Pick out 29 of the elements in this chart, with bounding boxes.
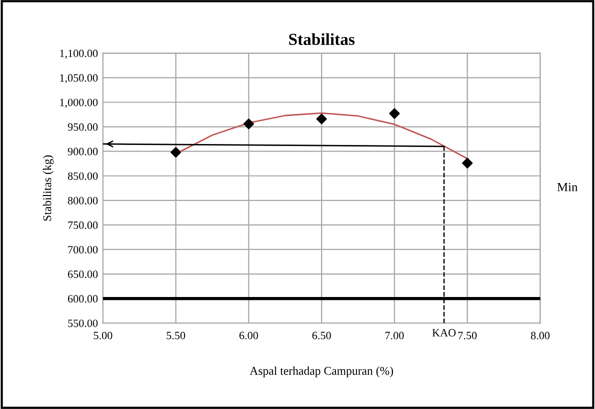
point — [243, 118, 254, 130]
y-tick-label: 1,000.00 — [60, 98, 98, 108]
y-axis-title: Stabilitas (kg) — [42, 155, 54, 221]
chart-title: Stabilitas — [289, 33, 355, 45]
y-tick-label: 750.00 — [68, 221, 98, 229]
y-tick-label: 650.00 — [68, 270, 98, 278]
x-tick-label: 7.00 — [385, 332, 404, 340]
y-tick-label: 950.00 — [68, 123, 98, 131]
x-axis-title: Aspal terhadap Campuran (%) — [250, 366, 394, 378]
annotation: KAO — [432, 329, 456, 336]
y-tick-label: 800.00 — [68, 196, 98, 204]
x-tick-label: 6.00 — [239, 332, 258, 340]
y-tick-label: 850.00 — [68, 172, 98, 180]
y-tick-label: 1,100.00 — [60, 50, 98, 59]
y-tick-label: 700.00 — [68, 246, 98, 254]
y-tick-label: 600.00 — [68, 295, 98, 303]
x-tick-label: 5.00 — [94, 332, 112, 340]
point — [389, 108, 400, 119]
point — [170, 147, 182, 158]
x-tick-label: 6.50 — [312, 332, 331, 340]
x-tick-label: 8.00 — [530, 332, 550, 340]
point — [462, 158, 473, 168]
x-tick-label: 5.50 — [166, 332, 186, 340]
point — [316, 114, 327, 124]
y-tick-label: 550.00 — [68, 320, 98, 328]
y-tick-label: 900.00 — [68, 148, 98, 156]
x-tick-label: 7.50 — [458, 332, 477, 340]
y-tick-label: 1,050.00 — [60, 74, 98, 84]
ref-line-label: Min — [557, 182, 578, 192]
